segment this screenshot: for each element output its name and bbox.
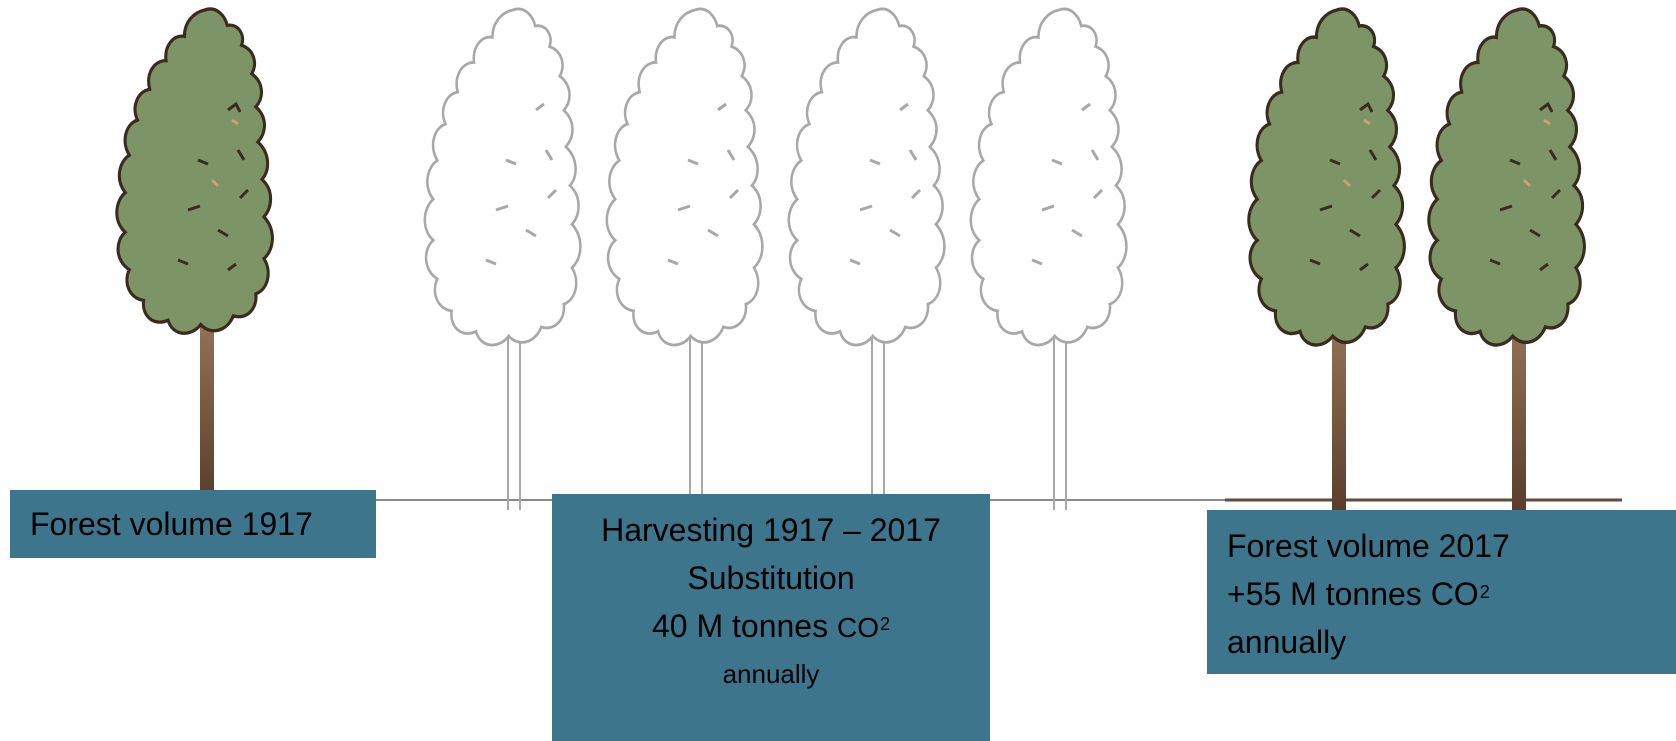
forest-volume-2017-label: Forest volume 2017	[1227, 528, 1510, 564]
tree-outline-icon	[969, 7, 1128, 510]
tree-icon	[1247, 7, 1407, 510]
substitution-annually-label: annually	[722, 659, 820, 689]
tree-outline-icon	[423, 7, 582, 510]
harvesting-period-label: Harvesting 1917 – 2017	[601, 512, 941, 548]
forest-volume-1917-label: Forest volume 1917	[30, 506, 313, 542]
forest-volume-1917-box: Forest volume 1917	[10, 490, 376, 558]
tree-outline-icon	[605, 7, 764, 510]
tree-outline-icon	[787, 7, 946, 510]
forest-volume-2017-box: Forest volume 2017 +55 M tonnes CO2 annu…	[1207, 510, 1676, 674]
tree-icon	[115, 7, 275, 500]
substitution-label: Substitution	[687, 560, 855, 596]
harvesting-box: Harvesting 1917 – 2017 Substitution 40 M…	[552, 494, 990, 741]
substitution-amount: 40 M tonnes CO2	[651, 608, 890, 644]
tree-icon	[1427, 7, 1587, 510]
forest-growth-annually-label: annually	[1227, 624, 1347, 660]
forest-growth-amount: +55 M tonnes CO2	[1227, 576, 1490, 612]
